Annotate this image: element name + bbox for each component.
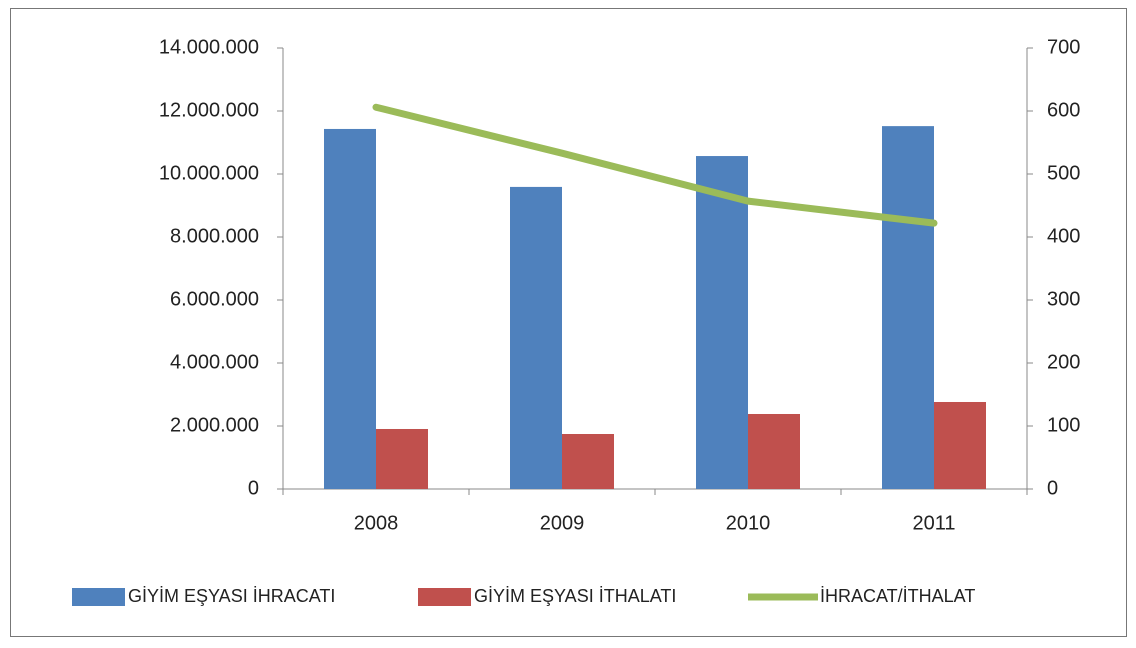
y2-tick-label: 0 <box>1047 477 1058 499</box>
y-tick-label: 6.000.000 <box>170 288 259 310</box>
x-tick-label: 2008 <box>354 512 399 534</box>
y-tick-label: 0 <box>248 477 259 499</box>
legend-label: GİYİM EŞYASI İTHALATI <box>474 586 676 606</box>
y-tick-label: 4.000.000 <box>170 351 259 373</box>
y-tick-label: 10.000.000 <box>159 162 259 184</box>
legend-label: İHRACAT/İTHALAT <box>820 586 975 606</box>
bar <box>510 186 562 490</box>
bar <box>748 413 800 489</box>
y2-tick-label: 100 <box>1047 414 1080 436</box>
bar <box>376 428 428 489</box>
y2-tick-label: 400 <box>1047 225 1080 247</box>
bar <box>934 401 986 489</box>
bar <box>882 126 934 490</box>
bar <box>696 156 748 490</box>
line <box>372 103 938 227</box>
x-tick-label: 2009 <box>540 512 585 534</box>
x-tick-label: 2010 <box>726 512 771 534</box>
y-tick-label: 2.000.000 <box>170 414 259 436</box>
y2-tick-label: 200 <box>1047 351 1080 373</box>
bar <box>324 128 376 489</box>
y2-tick-label: 500 <box>1047 162 1080 184</box>
y2-tick-label: 300 <box>1047 288 1080 310</box>
x-tick-label: 2011 <box>912 512 955 534</box>
y-tick-label: 14.000.000 <box>159 36 259 58</box>
legend-swatch <box>418 588 471 606</box>
y2-tick-label: 600 <box>1047 99 1080 121</box>
bar <box>562 434 614 489</box>
y-tick-label: 8.000.000 <box>170 225 259 247</box>
chart-frame <box>10 8 1127 637</box>
y2-tick-label: 700 <box>1047 36 1080 58</box>
y-tick-label: 12.000.000 <box>159 99 259 121</box>
legend-label: GİYİM EŞYASI İHRACATI <box>128 586 335 606</box>
legend-swatch <box>72 588 125 606</box>
